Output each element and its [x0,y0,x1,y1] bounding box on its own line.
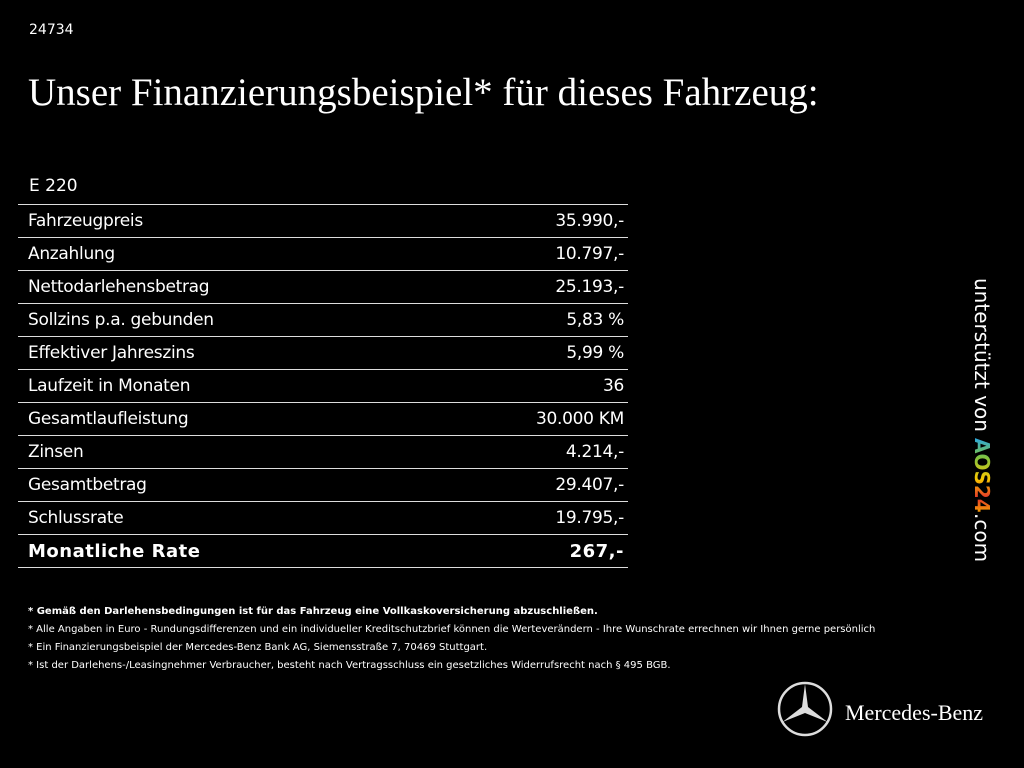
row-label: Schlussrate [28,508,124,528]
table-row: Gesamtlaufleistung 30.000 KM [18,402,628,435]
finance-table: Fahrzeugpreis 35.990,- Anzahlung 10.797,- Ne… [18,204,628,568]
table-row: Laufzeit in Monaten 36 [18,369,628,402]
listing-id: 24734 [29,22,74,38]
row-label: Laufzeit in Monaten [28,376,191,396]
total-label: Monatliche Rate [28,540,201,562]
row-value: 36 [602,376,624,396]
row-label: Gesamtbetrag [28,475,147,495]
total-value: 267,- [569,540,624,562]
table-row: Schlussrate 19.795,- [18,501,628,534]
row-label: Gesamtlaufleistung [28,409,189,429]
table-row: Nettodarlehensbetrag 25.193,- [18,270,628,303]
row-label: Effektiver Jahreszins [28,343,195,363]
row-value: 10.797,- [555,244,624,264]
row-value: 29.407,- [555,475,624,495]
title: Unser Finanzierungsbeispiel* für dieses … [28,71,819,114]
sidebar: unterstützt von AOS24.com [970,278,994,562]
brand: Mercedes-Benz [845,700,984,725]
table-row: Zinsen 4.214,- [18,435,628,468]
row-label: Sollzins p.a. gebunden [28,310,214,330]
logo-suffix: .com [970,513,994,563]
row-label: Anzahlung [28,244,115,264]
row-value: 5,83 % [566,310,624,330]
row-label: Nettodarlehensbetrag [28,277,210,297]
table-row: Sollzins p.a. gebunden 5,83 % [18,303,628,336]
brand-star [777,681,833,737]
row-value: 35.990,- [555,211,624,231]
table-row: Anzahlung 10.797,- [18,237,628,270]
footnote: * Alle Angaben in Euro - Rundungsdiffere… [28,624,876,635]
footnotes: * Gemäß den Darlehensbedingungen ist für… [28,603,875,675]
table-row: Effektiver Jahreszins 5,99 % [18,336,628,369]
footnote: * Gemäß den Darlehensbedingungen ist für… [28,606,598,617]
row-value: 25.193,- [555,277,624,297]
sidebar-text: unterstützt von [970,278,994,432]
table-row: Fahrzeugpreis 35.990,- [18,204,628,237]
total-row: Monatliche Rate 267,- [18,534,628,568]
row-value: 19.795,- [555,508,624,528]
row-value: 4.214,- [565,442,624,462]
row-value: 5,99 % [566,343,624,363]
footnote: * Ist der Darlehens-/Leasingnehmer Verbr… [28,660,671,671]
row-value: 30.000 KM [535,409,624,429]
footnote: * Ein Finanzierungsbeispiel der Mercedes… [28,642,488,653]
model: E 220 [29,176,78,196]
row-label: Fahrzeugpreis [28,211,143,231]
logo: AOS24 [970,438,994,514]
table-row: Gesamtbetrag 29.407,- [18,468,628,501]
row-label: Zinsen [28,442,84,462]
